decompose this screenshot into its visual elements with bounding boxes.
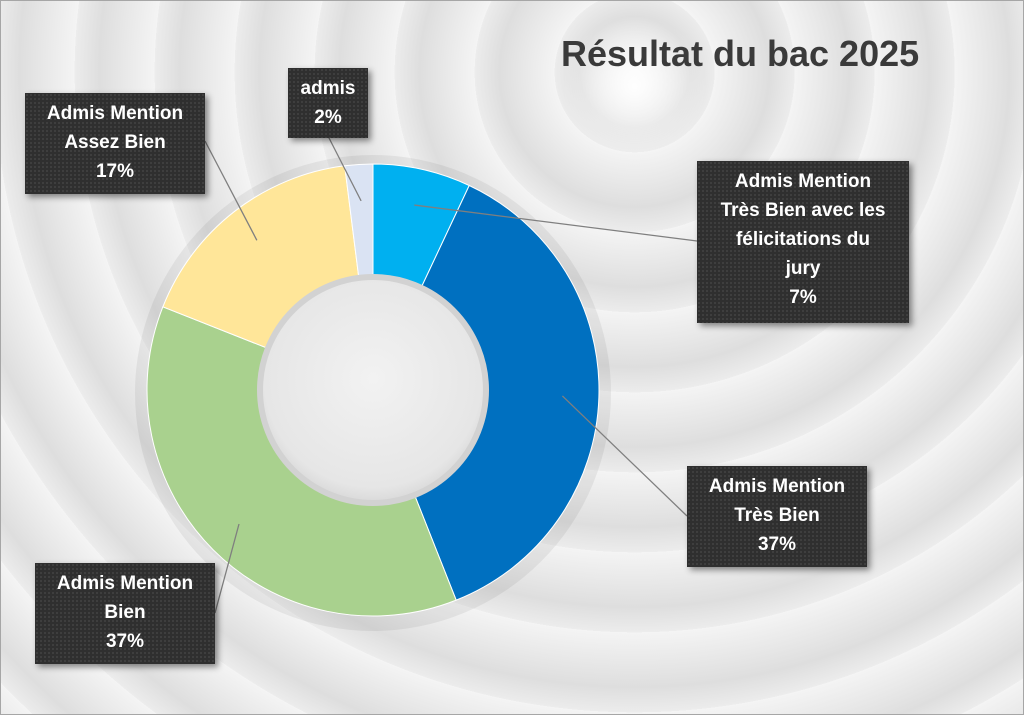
data-label-line: Assez Bien	[64, 132, 166, 153]
leader-line-admis-mention-assez-bien	[204, 140, 258, 241]
data-label-admis-mention-tres-bien-avec-les-felicitations-du-jury: Admis Mention Très Bien avec les félicitat…	[697, 161, 909, 323]
leader-line-admis	[327, 135, 362, 202]
data-label-admis-mention-bien: Admis Mention Bien 37%	[35, 563, 215, 664]
data-label-value: 2%	[314, 107, 342, 128]
leader-line-admis-mention-tres-bien	[561, 395, 688, 517]
data-label-admis: admis 2%	[288, 68, 368, 138]
leader-line-admis-mention-bien	[214, 523, 240, 614]
data-label-admis-mention-assez-bien: Admis Mention Assez Bien 17%	[25, 93, 205, 194]
data-label-admis-mention-tres-bien: Admis Mention Très Bien 37%	[687, 466, 867, 567]
leader-lines	[204, 135, 698, 614]
data-label-value: 37%	[757, 534, 797, 555]
data-label-line: jury	[785, 258, 821, 279]
chart-title: Résultat du bac 2025	[561, 33, 920, 74]
slices-group	[146, 163, 600, 617]
data-label-line: félicitations du	[735, 229, 871, 250]
data-label-line: Très Bien	[734, 505, 820, 526]
data-label-line: Admis Mention	[734, 171, 872, 192]
data-label-value: 37%	[105, 631, 145, 652]
data-label-line: admis	[300, 78, 356, 99]
data-label-line: Admis Mention	[708, 476, 846, 497]
data-label-value: 7%	[789, 287, 817, 308]
data-label-line: Admis Mention	[46, 103, 184, 124]
data-label-value: 17%	[95, 161, 135, 182]
donut-hole	[257, 274, 489, 506]
data-label-line: Admis Mention	[56, 573, 194, 594]
data-label-line: Bien	[104, 602, 146, 623]
leader-line-admis-mention-tres-bien-avec-les-felicitations-du-jury	[414, 204, 698, 242]
data-label-line: Très Bien avec les	[720, 200, 886, 221]
